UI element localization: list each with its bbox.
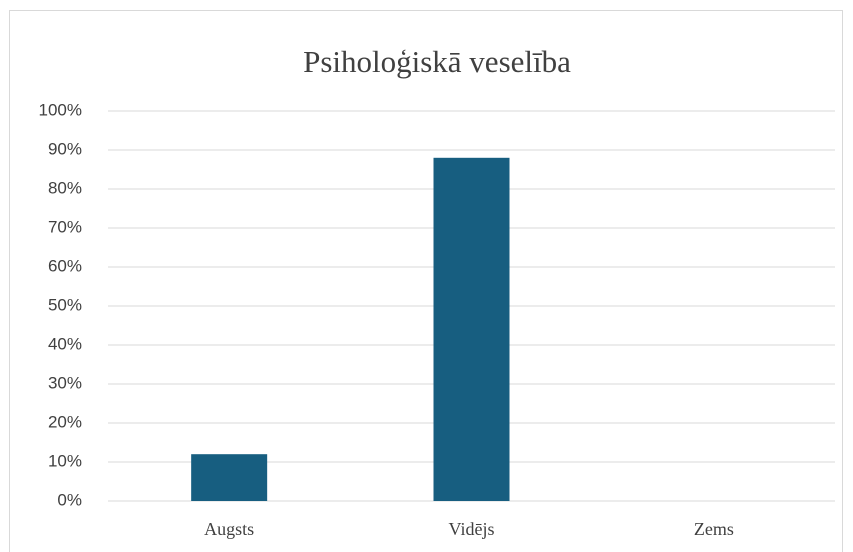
y-tick-label: 60% <box>48 256 82 275</box>
y-tick-label: 20% <box>48 412 82 431</box>
x-tick-label: Vidējs <box>449 519 495 539</box>
bar <box>191 454 268 501</box>
x-tick-label: Zems <box>694 519 734 539</box>
y-tick-label: 70% <box>48 217 82 236</box>
y-tick-label: 10% <box>48 451 82 470</box>
chart-title: Psiholoģiskā veselība <box>303 44 571 79</box>
y-tick-label: 30% <box>48 373 82 392</box>
y-tick-label: 90% <box>48 139 82 158</box>
y-tick-label: 80% <box>48 178 82 197</box>
y-tick-label: 0% <box>57 490 82 509</box>
y-tick-label: 100% <box>39 100 82 119</box>
x-tick-label: Augsts <box>204 519 254 539</box>
y-tick-label: 50% <box>48 295 82 314</box>
y-tick-label: 40% <box>48 334 82 353</box>
bar <box>433 157 510 502</box>
chart-border <box>9 10 843 552</box>
